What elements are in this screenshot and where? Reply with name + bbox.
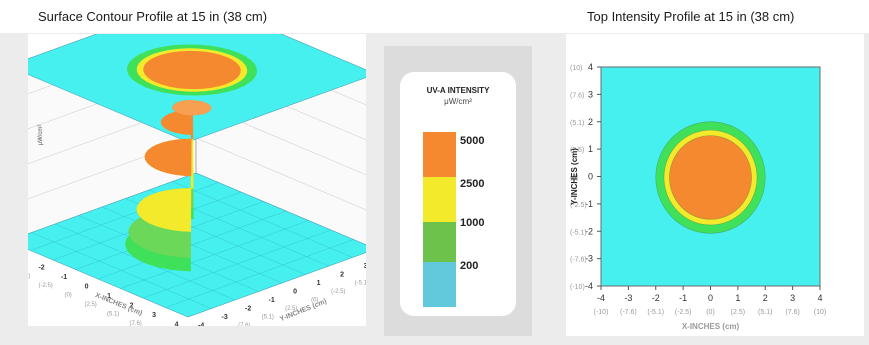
floor-gridline (31, 232, 212, 309)
legend-swatch-200 (423, 262, 456, 307)
y-tick-label: 4 (588, 62, 593, 72)
x-tick-label-cm: (-5.1) (28, 273, 30, 279)
x-tick-label-cm: (-2.5) (675, 309, 692, 316)
x-tick-label-cm: (5.1) (758, 309, 772, 316)
surface-plot: 10002000300040005000μW/cm²-4(-10)-3(-7.6… (0, 0, 415, 337)
legend-panel: UV-A INTENSITY μW/cm² 5000 2500 1000 200 (400, 72, 516, 316)
y-tick-label: 2 (340, 271, 344, 278)
y-tick-label: 0 (293, 288, 297, 295)
top-ring-5000 (143, 50, 241, 90)
x-tick-label-cm: (10) (814, 309, 826, 316)
x-tick-label: 4 (817, 293, 822, 303)
x-tick-label: -3 (624, 293, 632, 303)
y-tick-label: 0 (588, 172, 593, 182)
y-tick-label-cm: (0) (311, 297, 318, 303)
floor-gridline (120, 220, 309, 289)
y-tick-label-cm: (-2.5) (331, 289, 345, 295)
y-tick-label: -4 (198, 322, 204, 326)
floor-gridline (101, 206, 283, 284)
x-tick-label-cm: (-10) (594, 309, 609, 316)
x-tick-label: 2 (130, 302, 134, 309)
heatmap-plot: -4(-10)-3(-7.6)-2(-5.1)-1(-2.5)0(0)1(2.5… (570, 62, 826, 331)
y-tick-label: -4 (585, 281, 593, 291)
x-tick-label-cm: (7.6) (129, 321, 141, 326)
y-tick-label: -3 (222, 314, 228, 321)
x-tick-label: 1 (735, 293, 740, 303)
x-tick-label-cm: (-5.1) (647, 309, 664, 316)
x-tick-label-cm: (-7.6) (620, 309, 637, 316)
x-tick-label: -1 (61, 274, 67, 281)
legend-label-2500: 2500 (460, 178, 485, 190)
legend-swatch-2500 (423, 177, 456, 222)
y-tick-label-cm: (-2.5) (570, 202, 587, 209)
y-tick-label-cm: (7.6) (238, 323, 250, 326)
legend-swatch-1000 (423, 222, 456, 262)
y-tick-label: 3 (364, 263, 366, 270)
left-chart-title: Surface Contour Profile at 15 in (38 cm) (38, 9, 268, 24)
surface-plot-panel: 10002000300040005000μW/cm²-4(-10)-3(-7.6… (0, 0, 415, 337)
legend-label-1000: 1000 (460, 217, 485, 229)
x-tick-label-cm: (5.1) (107, 311, 119, 317)
legend-title: UV-A INTENSITY (426, 86, 490, 95)
y-tick-label: -3 (585, 254, 593, 264)
x-tick-label: 3 (790, 293, 795, 303)
heatmap-panel: -4 (-10) -3 (-7.6) -2 (-5.1) -1 (-2.5) 0 (0) 1 (2.5… (566, 34, 864, 336)
x-tick-label: 0 (85, 283, 89, 290)
x-tick-label: -1 (679, 293, 687, 303)
surface-cap (172, 100, 212, 116)
z-axis-label: μW/cm² (38, 125, 44, 146)
y-tick-label-cm: (2.5) (570, 147, 584, 154)
y-tick-label-cm: (5.1) (262, 314, 274, 320)
legend-label-200: 200 (460, 260, 479, 272)
x-tick-label: 2 (763, 293, 768, 303)
y-tick-label: -1 (269, 297, 275, 304)
y-tick-label: -2 (245, 305, 251, 312)
contour-5000 (669, 135, 752, 220)
y-tick-label-cm: (0) (570, 175, 579, 182)
x-tick-label: -2 (652, 293, 660, 303)
floor-gridline (142, 229, 332, 299)
y-tick-label-cm: (10) (570, 65, 582, 72)
y-tick-label: 1 (588, 144, 593, 154)
x-tick-label: 0 (708, 293, 713, 303)
legend-label-5000: 5000 (460, 135, 485, 147)
x-tick-label-cm: (-2.5) (38, 283, 52, 289)
y-tick-label-cm: (-10) (570, 284, 585, 291)
x-tick-label-cm: (7.6) (785, 309, 799, 316)
legend-swatch-5000 (423, 132, 456, 177)
x-tick-label-cm: (0) (64, 292, 71, 298)
legend-unit: μW/cm² (444, 97, 472, 106)
y-tick-label: 1 (317, 280, 321, 287)
x-tick-label: 3 (152, 312, 156, 319)
y-tick-label: 3 (588, 89, 593, 99)
x-axis-label: X-INCHES (cm) (682, 322, 740, 331)
y-tick-label: -1 (585, 199, 593, 209)
x-tick-label: -2 (38, 264, 44, 271)
y-tick-label-cm: (5.1) (570, 120, 584, 127)
floor-gridline (165, 239, 354, 308)
x-tick-label: -4 (597, 293, 605, 303)
right-chart-title: Top Intensity Profile at 15 in (38 cm) (587, 9, 795, 24)
y-tick-label-cm: (2.5) (285, 306, 297, 312)
y-tick-label-cm: (-5.1) (570, 229, 587, 236)
x-tick-label: 1 (107, 293, 111, 300)
x-tick-label-cm: (0) (706, 309, 715, 316)
x-tick-label-cm: (2.5) (84, 302, 96, 308)
y-axis-label: Y-INCHES (cm) (570, 148, 579, 205)
y-tick-label-cm: (-7.6) (570, 257, 587, 264)
y-tick-label-cm: (7.6) (570, 92, 584, 99)
x-tick-label-cm: (2.5) (731, 309, 745, 316)
y-tick-label: -2 (585, 226, 593, 236)
y-tick-label-cm: (-5.1) (355, 280, 366, 286)
y-tick-label: 2 (588, 117, 593, 127)
x-tick-label: 4 (175, 321, 179, 326)
